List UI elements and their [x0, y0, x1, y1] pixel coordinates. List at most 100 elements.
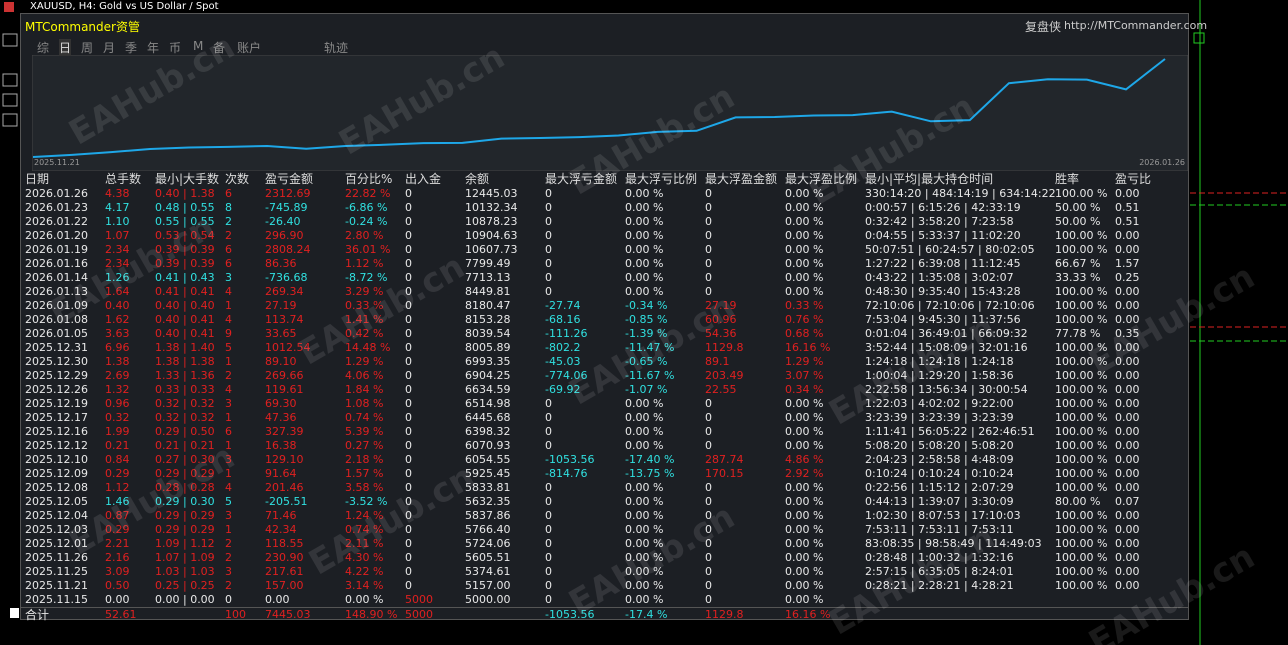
table-cell: 0.00 % [785, 425, 824, 438]
table-cell: 3.14 % [345, 579, 384, 592]
title-bar: XAUUSD, H4: Gold vs US Dollar / Spot [0, 0, 1288, 14]
table-cell: 12445.03 [465, 187, 518, 200]
table-cell: 0.33 % [785, 299, 824, 312]
table-cell: 1.07 | 1.09 [155, 551, 215, 564]
table-cell: 0.00 [1115, 313, 1140, 326]
brand-url[interactable]: http://MTCommander.com [1064, 19, 1208, 32]
tab[interactable]: 备 [213, 41, 226, 55]
table-cell: 0.29 | 0.50 [155, 425, 215, 438]
table-cell: 8005.89 [465, 341, 511, 354]
table-cell: 1 [225, 523, 232, 536]
table-cell: 0.00 [1115, 453, 1140, 466]
tab[interactable]: 轨迹 [324, 41, 349, 55]
table-cell: 0.33 | 0.33 [155, 383, 215, 396]
table-cell: 66.67 % [1055, 257, 1101, 270]
table-cell: 1.99 [105, 425, 130, 438]
table-cell: 0 [705, 187, 712, 200]
tab[interactable]: 日 [59, 39, 72, 56]
table-cell: 5833.81 [465, 481, 511, 494]
table-cell: 0.00 % [625, 285, 664, 298]
table-cell: 6634.59 [465, 383, 511, 396]
table-cell: 0 [405, 355, 412, 368]
tab[interactable]: 综 [37, 41, 50, 55]
table-cell: 100.00 % [1055, 551, 1108, 564]
table-cell: 0.21 | 0.21 [155, 439, 215, 452]
table-cell: 0.00 % [625, 593, 664, 606]
table-cell: 7799.49 [465, 257, 511, 270]
tab[interactable]: 月 [103, 41, 116, 55]
table-cell: 0.00 [1115, 383, 1140, 396]
table-cell: 27.19 [265, 299, 297, 312]
table-cell: 0 [545, 243, 552, 256]
table-cell: 3.29 % [345, 285, 384, 298]
table-cell: 1:22:03 | 4:02:02 | 9:22:00 [865, 397, 1014, 410]
table-cell: -0.24 % [345, 215, 388, 228]
table-cell: -111.26 [545, 327, 588, 340]
table-cell: 8153.28 [465, 313, 511, 326]
table-cell: 0 [545, 411, 552, 424]
table-cell: 6 [225, 425, 232, 438]
table-cell: 7:53:04 | 9:45:30 | 11:37:56 [865, 313, 1021, 326]
tab[interactable]: 季 [125, 41, 138, 55]
table-cell: 5605.51 [465, 551, 511, 564]
column-header: 最小|平均|最大持仓时间 [865, 172, 994, 186]
table-cell: 2 [225, 229, 232, 242]
table-cell: 2025.12.16 [25, 425, 88, 438]
table-cell: 269.66 [265, 369, 304, 382]
table-cell: 100.00 % [1055, 187, 1108, 200]
table-cell: -68.16 [545, 313, 581, 326]
table-cell: 0 [405, 579, 412, 592]
tab[interactable]: 年 [147, 41, 160, 55]
tab[interactable]: 周 [81, 41, 94, 55]
tab[interactable]: M [193, 39, 204, 53]
column-header: 最小|大手数 [155, 172, 220, 186]
table-cell: 0.74 % [345, 523, 384, 536]
table-cell: 0.40 [105, 299, 130, 312]
table-cell: 60.96 [705, 313, 737, 326]
table-cell: 170.15 [705, 467, 744, 480]
toolbar-icon [2, 73, 18, 87]
summary-cell: 1129.8 [705, 608, 744, 621]
table-cell: 0.07 [1115, 495, 1140, 508]
table-cell: 0.00 % [625, 187, 664, 200]
table-cell: 3 [225, 565, 232, 578]
table-cell: 2.92 % [785, 467, 824, 480]
table-cell: 5925.45 [465, 467, 511, 480]
table-cell: 2.80 % [345, 229, 384, 242]
table-cell: 0.00 [1115, 341, 1140, 354]
table-cell: 0 [405, 467, 412, 480]
tab[interactable]: 币 [169, 41, 182, 55]
table-cell: 5.39 % [345, 425, 384, 438]
left-toolbar [2, 33, 19, 618]
table-cell: 50.00 % [1055, 215, 1101, 228]
table-cell: 0.29 | 0.29 [155, 509, 215, 522]
table-cell: 27.19 [705, 299, 737, 312]
table-cell: 2026.01.09 [25, 299, 88, 312]
table-cell: 10132.34 [465, 201, 518, 214]
table-cell: 5000 [405, 593, 433, 606]
table-cell: 100.00 % [1055, 383, 1108, 396]
table-cell: 0.00 % [625, 565, 664, 578]
table-cell: 0 [545, 579, 552, 592]
table-cell: 1.84 % [345, 383, 384, 396]
table-cell: 100.00 % [1055, 579, 1108, 592]
table-cell: 1.57 % [345, 467, 384, 480]
table-cell: 0 [545, 523, 552, 536]
table-cell: -205.51 [265, 495, 308, 508]
table-cell: 0 [405, 565, 412, 578]
table-cell: 100.00 % [1055, 243, 1108, 256]
table-cell: 4 [225, 313, 232, 326]
table-cell: 2 [225, 215, 232, 228]
table-cell: 0.00 [1115, 509, 1140, 522]
table-cell: -69.92 [545, 383, 581, 396]
table-cell: 4 [225, 285, 232, 298]
tab[interactable]: 账户 [237, 41, 262, 55]
table-cell: 0 [405, 243, 412, 256]
table-cell: 0 [405, 285, 412, 298]
table-cell: 10607.73 [465, 243, 518, 256]
table-cell: 0 [405, 439, 412, 452]
table-cell: 2 [225, 551, 232, 564]
table-cell: 0 [705, 495, 712, 508]
table-cell: 0.42 % [345, 327, 384, 340]
table-cell: 14.48 % [345, 341, 391, 354]
